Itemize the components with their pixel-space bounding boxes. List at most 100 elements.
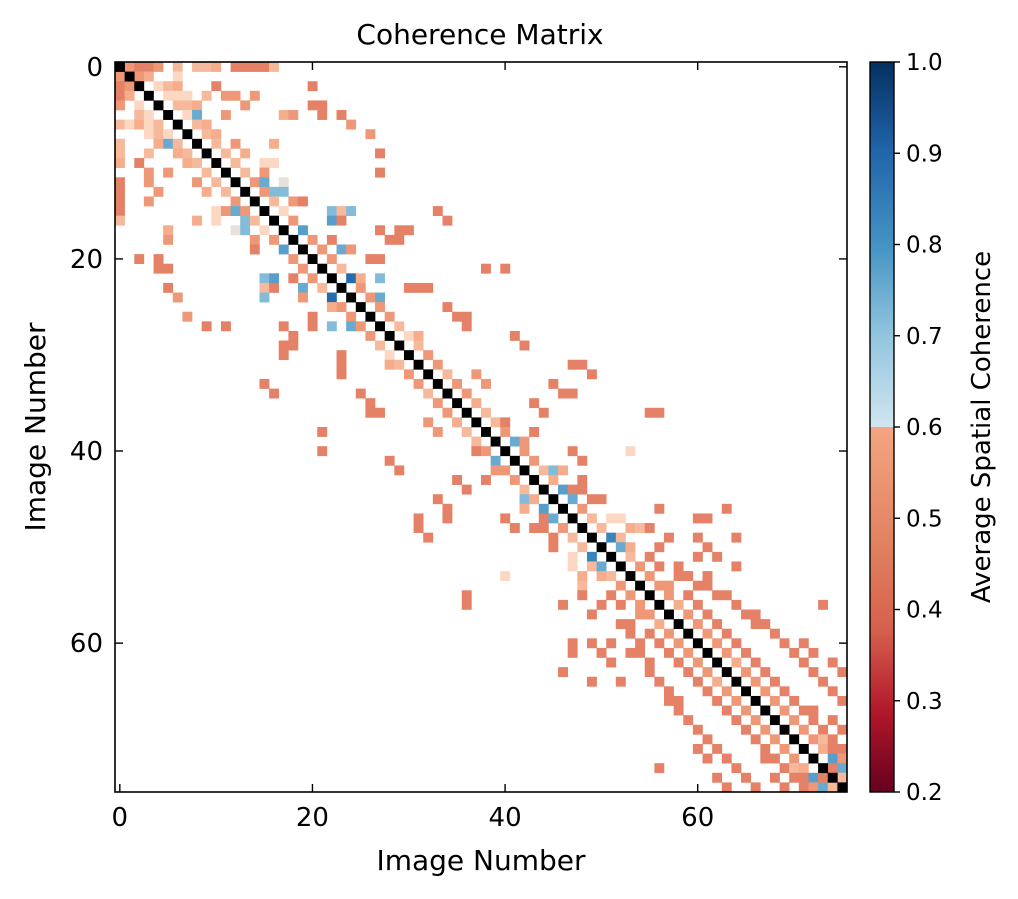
heatmap-cell [355,388,366,399]
heatmap-cell [586,551,597,562]
heatmap-cell [240,215,251,226]
heatmap-cell [336,359,347,370]
diagonal-cell [172,119,183,130]
heatmap-cell [375,254,385,265]
heatmap-cell [317,110,328,120]
heatmap-cell [779,763,790,774]
heatmap-cell [115,158,125,168]
heatmap-cell [798,705,809,716]
heatmap-cell [143,148,154,159]
heatmap-cell [635,523,646,533]
heatmap-cell [721,753,732,764]
heatmap-cell [567,388,578,399]
heatmap-cell [827,715,838,726]
heatmap-cell [192,119,202,130]
heatmap-cell [278,110,289,120]
heatmap-cell [789,715,800,726]
heatmap-cell [259,167,270,178]
diagonal-cell [760,705,771,716]
heatmap-cell [115,81,125,92]
heatmap-cell [461,599,472,610]
heatmap-cell [625,542,636,553]
heatmap-cell [750,609,761,620]
heatmap-cell [403,225,414,236]
heatmap-cell [635,609,646,620]
heatmap-cell [365,254,376,265]
heatmap-cell [432,427,443,437]
diagonal-cell [818,763,829,774]
heatmap-cell [163,129,174,140]
heatmap-cell [317,446,328,457]
heatmap-cell [837,763,848,774]
heatmap-cell [827,782,838,793]
diagonal-cell [654,599,665,610]
heatmap-cell [172,71,183,82]
heatmap-cell [384,359,395,370]
diagonal-cell [702,647,713,658]
heatmap-cell [644,628,655,639]
chart-title: Coherence Matrix [356,18,603,51]
colorbar-tick-label: 0.3 [906,689,943,715]
heatmap-cell [673,705,684,716]
heatmap-cell [375,167,385,178]
diagonal-cell [500,446,511,457]
heatmap-cell [779,686,790,697]
heatmap-cell [240,100,251,111]
heatmap-cell [577,590,588,601]
diagonal-cell [230,177,241,188]
heatmap-cell [731,763,742,774]
heatmap-cell [625,446,636,457]
heatmap-cell [259,378,270,389]
heatmap-cell [259,158,270,168]
heatmap-cell [808,782,819,793]
heatmap-cell [288,215,299,226]
heatmap-cell [249,234,260,245]
heatmap-cell [664,628,674,639]
diagonal-cell [789,734,800,745]
colorbar-tick-label: 0.4 [906,598,943,624]
heatmap-cell [702,667,713,678]
heatmap-cell [172,81,183,92]
x-tick-label: 0 [112,803,129,833]
heatmap-cell [336,302,347,313]
heatmap-cell [442,302,453,313]
heatmap-cell [625,628,636,639]
heatmap-cell [326,215,337,226]
heatmap-cell [635,638,646,649]
heatmap-cell [760,686,771,697]
heatmap-cell [808,772,819,783]
heatmap-cell [558,465,568,476]
heatmap-cell [481,378,491,389]
heatmap-cell [625,590,636,601]
heatmap-cell [249,215,260,226]
heatmap-cell [702,542,713,553]
heatmap-cell [692,532,703,543]
heatmap-cell [798,724,809,735]
heatmap-cell [375,225,385,236]
diagonal-cell [769,715,780,726]
heatmap-cell [779,638,790,649]
diagonal-cell [635,580,646,591]
diagonal-cell [403,350,414,361]
heatmap-cell [481,263,491,274]
heatmap-cell [509,475,520,485]
heatmap-cell [731,638,742,649]
heatmap-cell [115,196,125,207]
heatmap-cell [269,234,280,245]
heatmap-cell [394,234,405,245]
heatmap-cell [201,62,212,72]
heatmap-cell [201,321,212,332]
heatmap-cell [731,657,742,668]
heatmap-cell [413,330,424,341]
x-axis-label: Image Number [376,844,586,877]
heatmap-cell [355,273,366,284]
heatmap-cell [230,206,241,216]
heatmap-cell [664,590,674,601]
heatmap-cell [490,465,501,476]
heatmap-cell [442,407,453,418]
heatmap-cell [240,167,251,178]
heatmap-cell [317,282,328,293]
heatmap-cell [134,100,145,111]
heatmap-cell [413,340,424,351]
diagonal-cell [741,686,751,697]
